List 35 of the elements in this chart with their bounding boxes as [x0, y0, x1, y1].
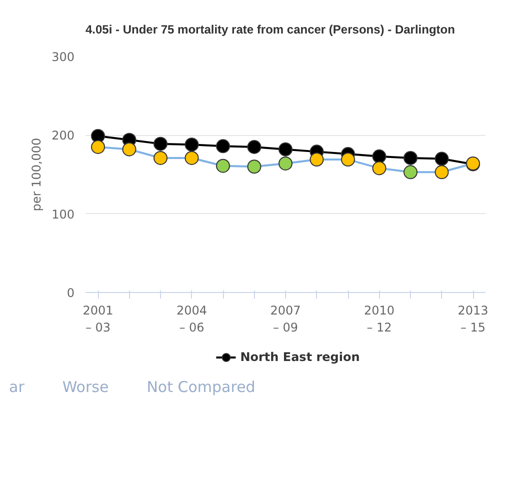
- x-tick-label: 2013 – 15: [458, 304, 488, 334]
- point: [372, 149, 386, 164]
- point: [91, 140, 105, 154]
- point: [341, 152, 355, 167]
- y-tick-label: 0: [66, 286, 75, 300]
- y-tick-label: 100: [52, 207, 74, 222]
- point: [278, 142, 292, 156]
- point: [404, 165, 418, 180]
- point: [216, 158, 230, 173]
- x-tick-label: 2010 – 12: [364, 304, 395, 334]
- point: [216, 139, 230, 154]
- x-tick-label: 2004 – 06: [176, 304, 208, 334]
- point: [184, 150, 199, 165]
- point: [372, 161, 386, 176]
- y-tick-label: 200: [52, 128, 74, 143]
- point: [247, 140, 262, 154]
- text: Not Compared: [146, 378, 256, 396]
- point: [310, 152, 324, 167]
- point: [434, 152, 449, 166]
- y-axis-title: per 100,000: [30, 138, 44, 212]
- text: Worse: [62, 378, 109, 396]
- point: [154, 150, 168, 165]
- point: [404, 150, 418, 165]
- chart-title: 4.05i - Under 75 mortality rate from cancer (Persons) - Darlington: [86, 22, 455, 36]
- point: [154, 136, 168, 151]
- y-tick-label: 300: [52, 50, 74, 64]
- x-tick-label: 2007 – 09: [270, 304, 301, 334]
- point: [434, 165, 449, 180]
- text: ar: [9, 378, 24, 396]
- point: [247, 160, 262, 174]
- point: [278, 156, 292, 170]
- point: [184, 138, 199, 152]
- legend-label: North East region: [240, 350, 360, 364]
- x-tick-label: 2001 – 03: [82, 304, 114, 334]
- point: [122, 142, 136, 156]
